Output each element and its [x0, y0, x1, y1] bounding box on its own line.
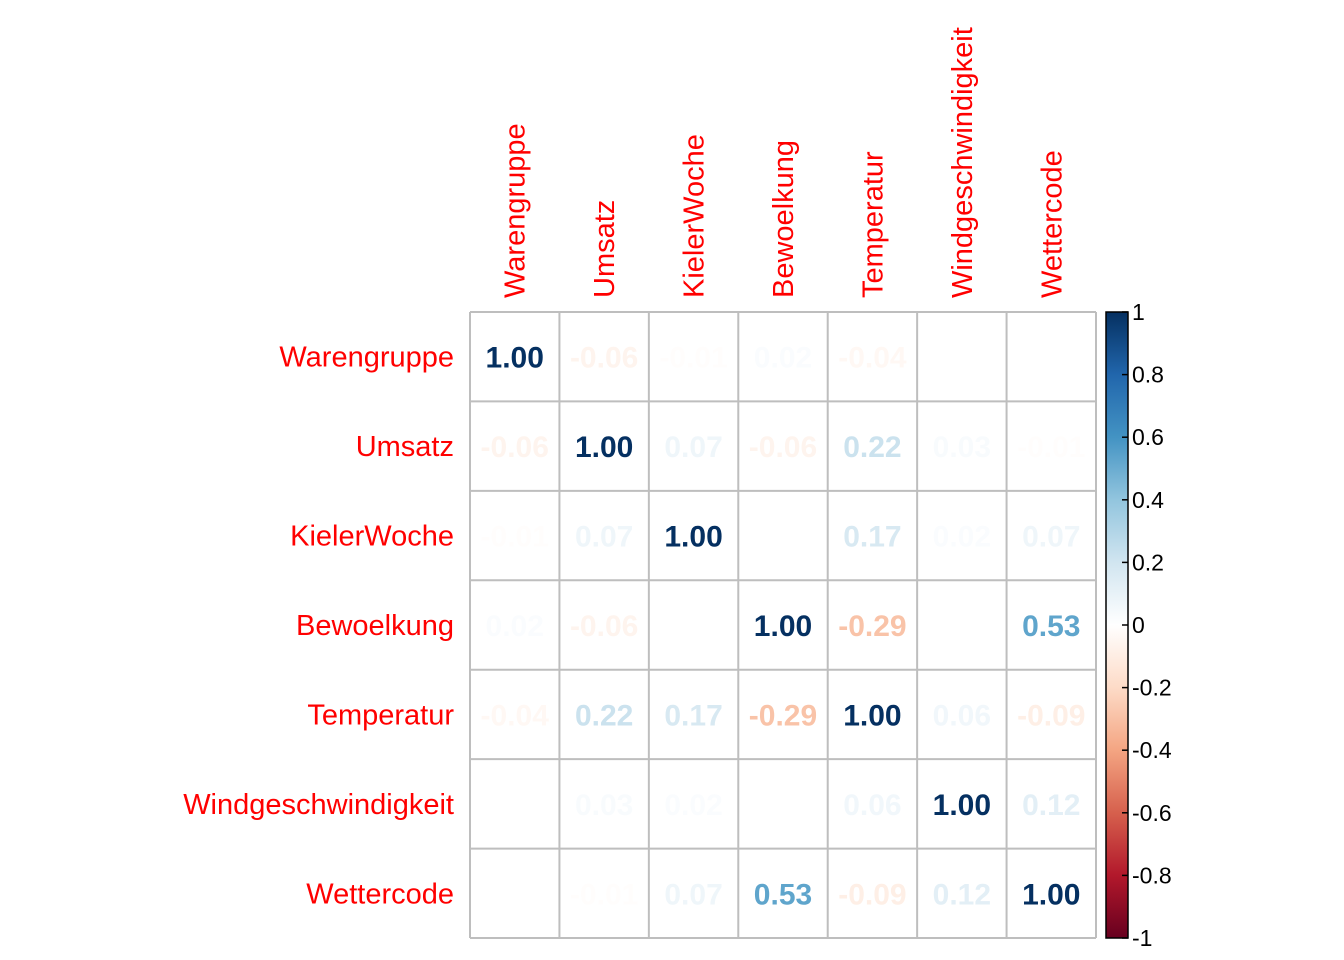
column-label: Wettercode	[1036, 150, 1068, 298]
cell-value: 1.00	[575, 431, 633, 464]
row-label: Bewoelkung	[296, 610, 454, 642]
cell-value: 1.00	[664, 521, 722, 554]
colorbar-tick-label: -0.2	[1132, 675, 1172, 701]
cell-value: -0.06	[749, 431, 817, 464]
cell-value: 0.00	[486, 789, 544, 822]
colorbar-tick-label: 0.8	[1132, 362, 1164, 388]
cell-value: -0.06	[570, 342, 638, 375]
cell-value: 0.07	[575, 521, 633, 554]
colorbar-tick-label: 0.4	[1132, 487, 1164, 513]
colorbar-tick-label: -0.8	[1132, 862, 1172, 888]
cell-value: 1.00	[1022, 878, 1080, 911]
row-label: Temperatur	[307, 699, 454, 731]
column-label: Windgeschwindigkeit	[947, 27, 979, 298]
cell-value: 0.00	[933, 610, 991, 643]
cell-value: 1.00	[486, 342, 544, 375]
column-label: Umsatz	[589, 200, 621, 298]
cell-value: 0.00	[754, 521, 812, 554]
cell-value: 0.17	[664, 699, 722, 732]
column-label: Warengruppe	[500, 123, 532, 298]
cell-value: 0.06	[933, 699, 991, 732]
cell-value: -0.06	[570, 610, 638, 643]
cell-value: 0.03	[933, 431, 991, 464]
cell-value: 0.22	[575, 699, 633, 732]
colorbar-tick-label: -0.4	[1132, 737, 1172, 763]
cell-value: 0.00	[933, 342, 991, 375]
cell-value: 1.00	[843, 699, 901, 732]
cell-value: -0.01	[659, 342, 727, 375]
cell-value: 0.07	[664, 878, 722, 911]
colorbar-tick-label: 0.2	[1132, 549, 1164, 575]
row-label: Warengruppe	[279, 342, 454, 374]
cell-value: -0.29	[838, 610, 906, 643]
colorbar-tick-label: 1	[1132, 299, 1145, 325]
cell-value: -0.09	[1017, 699, 1085, 732]
cell-value: 0.07	[1022, 521, 1080, 554]
cell-value: -0.09	[838, 878, 906, 911]
cell-value: 0.17	[843, 521, 901, 554]
cell-value: 0.53	[754, 878, 812, 911]
row-label: KielerWoche	[290, 521, 454, 553]
column-label: Bewoelkung	[768, 140, 800, 298]
cell-value: 0.03	[575, 789, 633, 822]
cell-value: 0.07	[664, 431, 722, 464]
cell-value: 0.53	[1022, 610, 1080, 643]
cell-value: -0.01	[1017, 431, 1085, 464]
cell-value: -0.06	[481, 431, 549, 464]
cell-value: 1.00	[754, 610, 812, 643]
colorbar-tick-label: 0.6	[1132, 424, 1164, 450]
row-label: Windgeschwindigkeit	[183, 789, 454, 821]
cell-value: 0.00	[664, 610, 722, 643]
cell-value: 0.00	[1022, 342, 1080, 375]
cell-value: 0.12	[1022, 789, 1080, 822]
colorbar-tick-label: -1	[1132, 925, 1152, 951]
cell-value: 0.02	[933, 521, 991, 554]
cell-value: 1.00	[933, 789, 991, 822]
cell-value: 0.02	[486, 610, 544, 643]
cell-value: -0.01	[570, 878, 638, 911]
cell-value: 0.00	[486, 878, 544, 911]
cell-value: 0.02	[664, 789, 722, 822]
column-label: KielerWoche	[679, 134, 711, 298]
colorbar-tick-label: -0.6	[1132, 800, 1172, 826]
cell-value: 0.02	[754, 342, 812, 375]
colorbar-tick-label: 0	[1132, 612, 1145, 638]
cell-value: 0.06	[843, 789, 901, 822]
cell-value: 0.00	[754, 789, 812, 822]
cell-value: 0.22	[843, 431, 901, 464]
column-label: Temperatur	[857, 151, 889, 298]
matrix-grid	[469, 311, 1097, 939]
cell-value: -0.29	[749, 699, 817, 732]
cell-value: -0.04	[481, 699, 550, 732]
cell-value: -0.01	[481, 521, 549, 554]
cell-value: -0.04	[838, 342, 907, 375]
row-label: Umsatz	[356, 431, 454, 463]
row-label: Wettercode	[306, 878, 454, 910]
cell-value: 0.12	[933, 878, 991, 911]
